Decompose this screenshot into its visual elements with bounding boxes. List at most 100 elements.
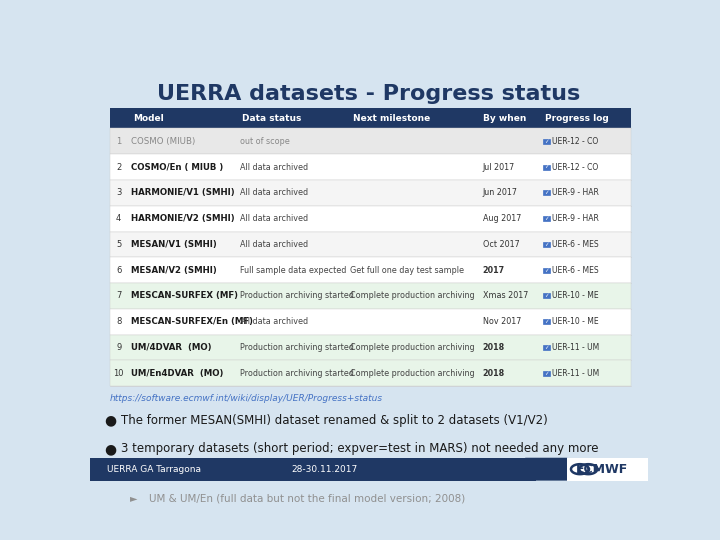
FancyBboxPatch shape xyxy=(109,258,631,283)
FancyBboxPatch shape xyxy=(543,319,549,324)
Text: ✓: ✓ xyxy=(544,345,549,350)
Text: ECMWF: ECMWF xyxy=(576,463,629,476)
Text: Get full one day test sample: Get full one day test sample xyxy=(350,266,464,275)
FancyBboxPatch shape xyxy=(567,458,648,481)
Polygon shape xyxy=(526,458,578,481)
Text: UM & UM/En (full data but not the final model version; 2008): UM & UM/En (full data but not the final … xyxy=(148,493,465,503)
Text: 2018: 2018 xyxy=(482,343,505,352)
Text: Production archiving started: Production archiving started xyxy=(240,369,354,378)
Text: already archived: already archived xyxy=(211,470,310,480)
Text: 1: 1 xyxy=(116,137,121,146)
FancyBboxPatch shape xyxy=(109,129,631,154)
Text: All data archived: All data archived xyxy=(240,214,308,223)
Text: Oct 2017: Oct 2017 xyxy=(482,240,519,249)
Text: UER-9 - HAR: UER-9 - HAR xyxy=(552,214,599,223)
Text: All data archived: All data archived xyxy=(240,318,308,326)
Text: All data archived: All data archived xyxy=(240,240,308,249)
Text: Complete production archiving: Complete production archiving xyxy=(350,369,474,378)
Text: Data status: Data status xyxy=(243,114,302,123)
Text: UER-11 - UM: UER-11 - UM xyxy=(552,343,600,352)
FancyBboxPatch shape xyxy=(543,345,549,350)
Text: UER-9 - HAR: UER-9 - HAR xyxy=(552,188,599,197)
FancyBboxPatch shape xyxy=(543,191,549,195)
Text: 6: 6 xyxy=(116,266,121,275)
FancyBboxPatch shape xyxy=(90,458,536,481)
Text: Progress log: Progress log xyxy=(545,114,608,123)
Text: ✓: ✓ xyxy=(544,165,549,170)
Text: 7: 7 xyxy=(116,292,121,300)
Text: Full sample data expected: Full sample data expected xyxy=(240,266,346,275)
Text: 9: 9 xyxy=(116,343,121,352)
FancyBboxPatch shape xyxy=(543,216,549,221)
FancyBboxPatch shape xyxy=(109,309,631,335)
Text: Complete production archiving: Complete production archiving xyxy=(350,343,474,352)
Text: Nov 2017: Nov 2017 xyxy=(482,318,521,326)
Text: ✓: ✓ xyxy=(544,242,549,247)
Text: 28-30.11.2017: 28-30.11.2017 xyxy=(291,464,358,474)
Text: Production archiving started: Production archiving started xyxy=(240,343,354,352)
Text: UER-12 - CO: UER-12 - CO xyxy=(552,137,599,146)
Text: The former MESAN(SMHI) dataset renamed & split to 2 datasets (V1/V2): The former MESAN(SMHI) dataset renamed &… xyxy=(121,414,547,427)
Text: MESAN/V1 (SMHI): MESAN/V1 (SMHI) xyxy=(131,240,217,249)
Text: 2018: 2018 xyxy=(482,369,505,378)
Text: out of scope: out of scope xyxy=(240,137,290,146)
Text: 3: 3 xyxy=(116,188,121,197)
Text: HARMONIE/V1 (SMHI): HARMONIE/V1 (SMHI) xyxy=(131,188,235,197)
Text: Model: Model xyxy=(133,114,164,123)
Text: MESCAN-SURFEX (MF): MESCAN-SURFEX (MF) xyxy=(131,292,238,300)
Text: 3 temporary datasets (short period; expver=test in MARS) not needed any more: 3 temporary datasets (short period; expv… xyxy=(121,442,598,455)
Text: ●: ● xyxy=(104,414,116,428)
Text: By when: By when xyxy=(482,114,526,123)
Text: UERRA datasets - Progress status: UERRA datasets - Progress status xyxy=(158,84,580,104)
Text: ●: ● xyxy=(104,442,116,456)
FancyBboxPatch shape xyxy=(543,268,549,273)
Text: COSMO (MIUB): COSMO (MIUB) xyxy=(131,137,195,146)
Text: UM/En4DVAR  (MO): UM/En4DVAR (MO) xyxy=(131,369,223,378)
FancyBboxPatch shape xyxy=(109,109,631,129)
Text: https://software.ecmwf.int/wiki/display/UER/Progress+status: https://software.ecmwf.int/wiki/display/… xyxy=(109,394,382,403)
Text: Jul 2017: Jul 2017 xyxy=(482,163,515,172)
Text: 2: 2 xyxy=(116,163,121,172)
FancyBboxPatch shape xyxy=(543,371,549,376)
Text: Jun 2017: Jun 2017 xyxy=(482,188,518,197)
Text: UER-11 - UM: UER-11 - UM xyxy=(552,369,600,378)
Text: Production archiving started: Production archiving started xyxy=(240,292,354,300)
Text: (less parameters; fc only +6H; 2008): (less parameters; fc only +6H; 2008) xyxy=(275,470,472,480)
Text: Next milestone: Next milestone xyxy=(353,114,430,123)
Text: UER-10 - ME: UER-10 - ME xyxy=(552,292,599,300)
FancyBboxPatch shape xyxy=(543,294,549,299)
Text: ✓: ✓ xyxy=(544,293,549,299)
FancyBboxPatch shape xyxy=(543,139,549,144)
Text: Complete production archiving: Complete production archiving xyxy=(350,292,474,300)
FancyBboxPatch shape xyxy=(543,165,549,170)
FancyBboxPatch shape xyxy=(109,360,631,386)
FancyBboxPatch shape xyxy=(109,206,631,232)
Text: UERRA GA Tarragona: UERRA GA Tarragona xyxy=(107,464,201,474)
Text: UER-12 - CO: UER-12 - CO xyxy=(552,163,599,172)
Text: UER-6 - MES: UER-6 - MES xyxy=(552,266,599,275)
Text: All data archived: All data archived xyxy=(240,163,308,172)
Text: ✓: ✓ xyxy=(544,371,549,376)
Text: ►: ► xyxy=(130,470,138,480)
FancyBboxPatch shape xyxy=(109,283,631,309)
Text: COSMO/En ( MIUB ): COSMO/En ( MIUB ) xyxy=(131,163,223,172)
Text: MESCAN-SURFEX/En (MF): MESCAN-SURFEX/En (MF) xyxy=(131,318,253,326)
FancyBboxPatch shape xyxy=(109,232,631,258)
Text: UM/4DVAR  (MO): UM/4DVAR (MO) xyxy=(131,343,212,352)
FancyBboxPatch shape xyxy=(543,242,549,247)
Text: ✓: ✓ xyxy=(544,139,549,144)
Text: ✓: ✓ xyxy=(544,191,549,195)
Text: UER-10 - ME: UER-10 - ME xyxy=(552,318,599,326)
Text: Xmas 2017: Xmas 2017 xyxy=(482,292,528,300)
Text: UER-6 - MES: UER-6 - MES xyxy=(552,240,599,249)
Text: ►: ► xyxy=(130,493,138,503)
Text: ✓: ✓ xyxy=(544,216,549,221)
Text: Aug 2017: Aug 2017 xyxy=(482,214,521,223)
Text: 8: 8 xyxy=(116,318,121,326)
Text: HARMONIE/V2 (SMHI): HARMONIE/V2 (SMHI) xyxy=(131,214,235,223)
Text: 10: 10 xyxy=(113,369,124,378)
Text: MESCAN-SURFEX: MESCAN-SURFEX xyxy=(148,470,240,480)
Text: ✓: ✓ xyxy=(544,268,549,273)
FancyBboxPatch shape xyxy=(109,154,631,180)
Text: All data archived: All data archived xyxy=(240,188,308,197)
